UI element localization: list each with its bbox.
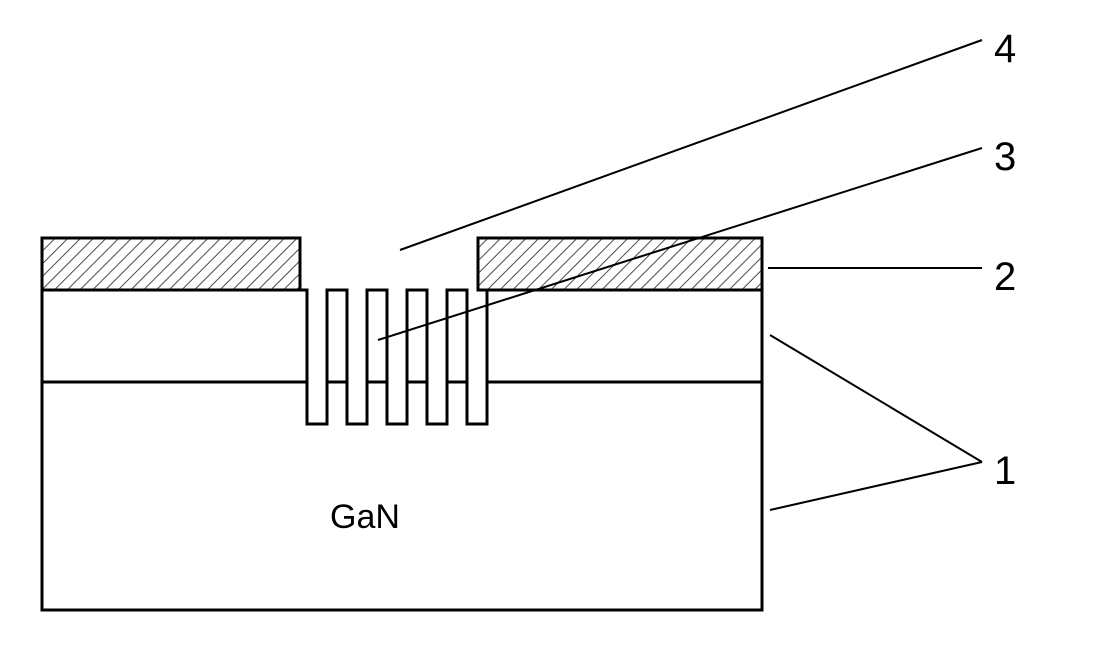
diagram-container: 4 3 2 1 GaN bbox=[0, 0, 1094, 664]
substrate-label: GaN bbox=[330, 498, 400, 536]
top-layer-left bbox=[42, 238, 300, 290]
callout-line-1 bbox=[770, 462, 982, 510]
schematic-svg: 4 3 2 1 GaN bbox=[0, 0, 1094, 664]
callout-line-1 bbox=[770, 335, 982, 462]
callout-label-4: 4 bbox=[994, 27, 1016, 71]
callout-label-3: 3 bbox=[994, 135, 1016, 179]
callout-line-4 bbox=[400, 40, 982, 250]
callout-label-2: 2 bbox=[994, 255, 1016, 299]
substrate-body bbox=[42, 290, 762, 610]
callout-label-1: 1 bbox=[994, 449, 1016, 493]
